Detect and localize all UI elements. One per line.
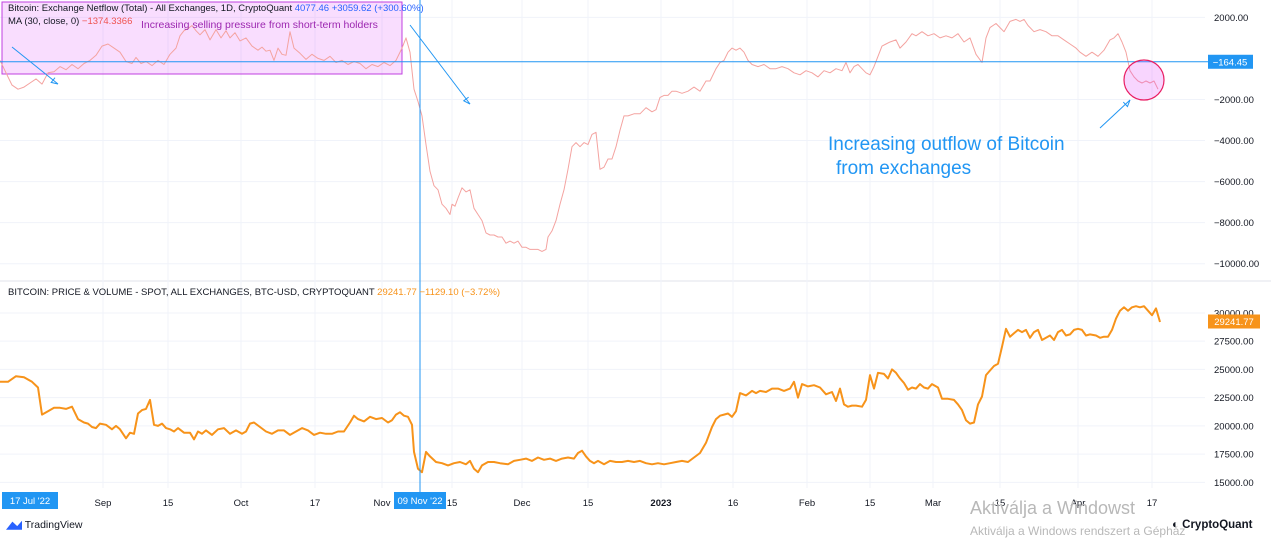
- x-tick-label: Sep: [95, 498, 112, 509]
- price-legend-value: 29241.77: [377, 287, 417, 298]
- outflow-annotation-line2: from exchanges: [836, 158, 972, 179]
- ma-legend: MA (30, close, 0) −1374.3366: [8, 16, 132, 27]
- selling-pressure-annotation: Increasing selling pressure from short-t…: [141, 19, 378, 31]
- price-y-tick-label: 15000.00: [1214, 478, 1254, 489]
- tradingview-label: TradingView: [24, 519, 83, 531]
- x-tick-label: 15: [447, 498, 458, 509]
- outflow-highlight-circle: [1123, 59, 1165, 101]
- x-tick-label: Oct: [234, 498, 249, 509]
- windows-watermark-line1: Aktiválja a Windowst: [970, 498, 1136, 518]
- outflow-annotation-line1: Increasing outflow of Bitcoin: [828, 134, 1065, 155]
- netflow-y-tick-label: −10000.00: [1214, 259, 1259, 270]
- last-price-label: 29241.77: [1214, 317, 1254, 328]
- cryptoquant-label: CryptoQuant: [1182, 519, 1253, 531]
- netflow-y-tick-label: −6000.00: [1214, 177, 1254, 188]
- last-price-badge: [1208, 314, 1260, 329]
- x-tick-label: 15: [995, 498, 1006, 509]
- crosshair-value-badge: [1208, 54, 1253, 69]
- netflow-series-line: [0, 18, 1159, 252]
- x-tick-label: Apr: [1071, 498, 1086, 509]
- ma-label: MA (30, close, 0): [8, 16, 80, 27]
- netflow-legend-change: +3059.62 (+300.60%): [331, 3, 424, 14]
- price-legend: BITCOIN: PRICE & VOLUME - SPOT, ALL EXCH…: [8, 287, 500, 298]
- netflow-y-tick-label: 2000.00: [1214, 13, 1248, 24]
- crosshair-date-badge: [394, 492, 446, 509]
- windows-watermark-line2: Aktiválja a Windows rendszert a Gépház: [970, 524, 1186, 538]
- start-date-badge: [2, 492, 58, 509]
- ma-value: −1374.3366: [81, 16, 133, 27]
- x-tick-label: Nov: [374, 498, 391, 509]
- x-tick-label: 16: [728, 498, 739, 509]
- netflow-y-tick-label: −8000.00: [1214, 218, 1254, 229]
- tradingview-logo[interactable]: TradingView: [6, 519, 83, 531]
- price-legend-change: −1129.10 (−3.72%): [419, 287, 501, 298]
- netflow-legend: Bitcoin: Exchange Netflow (Total) - All …: [8, 3, 424, 14]
- x-tick-label: Feb: [799, 498, 815, 509]
- price-y-tick-label: 27500.00: [1214, 337, 1254, 348]
- arrow-selling-right: [409, 24, 471, 105]
- arrow-outflow-head: [1122, 99, 1131, 108]
- price-y-tick-label: 17500.00: [1214, 450, 1254, 461]
- price-y-tick-label: 20000.00: [1214, 421, 1254, 432]
- start-date-label: 17 Jul '22: [10, 496, 50, 507]
- price-title: BITCOIN: PRICE & VOLUME - SPOT, ALL EXCH…: [8, 287, 375, 298]
- netflow-title: Bitcoin: Exchange Netflow (Total) - All …: [8, 3, 293, 14]
- arrow-selling-left-head: [50, 77, 59, 85]
- crosshair-value-label: −164.45: [1213, 57, 1248, 68]
- x-tick-label: Dec: [514, 498, 531, 509]
- x-tick-label: Mar: [925, 498, 941, 509]
- x-tick-label: 15: [865, 498, 876, 509]
- price-y-tick-label: 30000.00: [1214, 308, 1254, 319]
- cryptoquant-logo: ◐ CryptoQuant: [1172, 519, 1252, 531]
- crosshair-date-label: 09 Nov '22: [397, 496, 442, 507]
- x-tick-label: 17: [310, 498, 321, 509]
- netflow-y-tick-label: −2000.00: [1214, 95, 1254, 106]
- x-tick-label: 2023: [650, 498, 671, 509]
- tradingview-icon: [6, 520, 22, 530]
- price-y-tick-label: 22500.00: [1214, 393, 1254, 404]
- price-y-tick-label: 25000.00: [1214, 365, 1254, 376]
- netflow-y-tick-label: −4000.00: [1214, 136, 1254, 147]
- price-series-line: [0, 305, 1161, 474]
- netflow-legend-value: 4077.46: [294, 3, 330, 14]
- arrow-selling-right-head: [462, 96, 471, 105]
- arrow-outflow: [1099, 99, 1131, 129]
- cryptoquant-icon: ◐: [1172, 519, 1179, 531]
- arrow-selling-left: [11, 46, 59, 85]
- x-tick-label: 15: [163, 498, 174, 509]
- x-tick-label: 15: [583, 498, 594, 509]
- x-tick-label: 17: [1147, 498, 1158, 509]
